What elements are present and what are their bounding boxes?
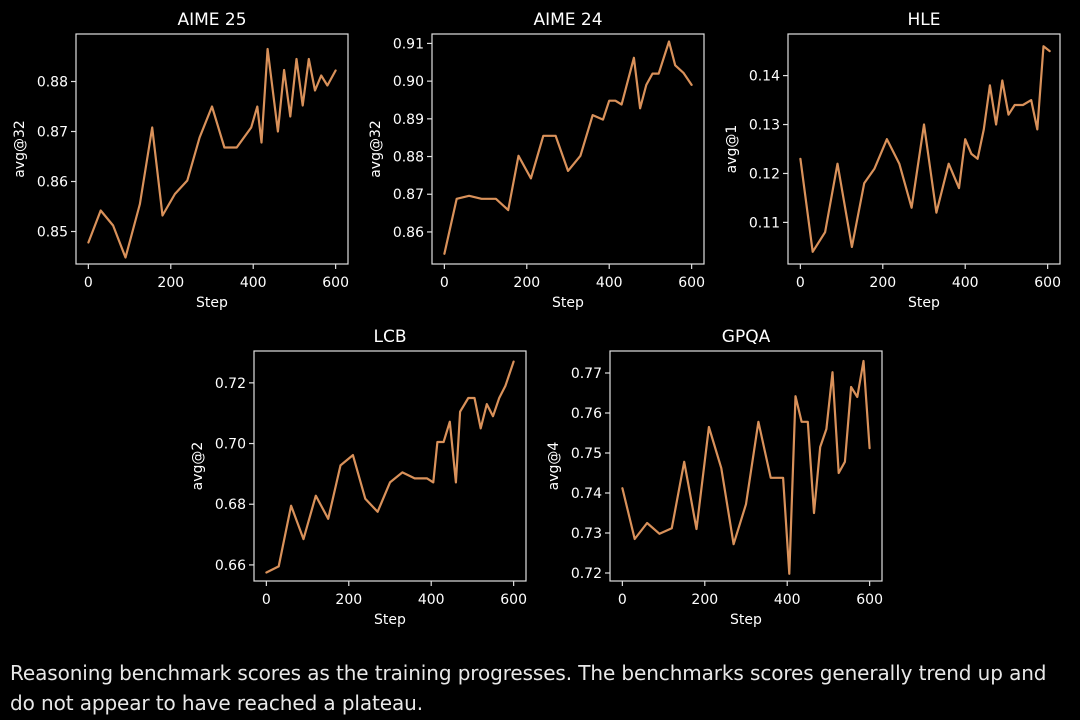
x-tick-label: 200 [335,592,362,608]
x-axis-label: Step [908,295,940,311]
y-tick-label: 0.73 [571,526,602,542]
y-axis-label: avg@32 [368,120,384,178]
x-tick-label: 600 [856,592,883,608]
x-tick-label: 200 [869,275,896,291]
x-tick-label: 400 [418,592,445,608]
chart-panel: GPQA 0 200 400 600 0.72 0.73 0.74 0.75 0.76 0.77 St… [546,327,883,628]
axes-frame [787,33,1061,265]
x-tick-label: 200 [513,275,540,291]
x-tick-label: 0 [618,592,627,608]
x-axis-label: Step [196,295,228,311]
y-tick-label: 0.12 [749,166,780,182]
y-tick-label: 0.88 [37,75,68,91]
y-axis-label: avg@2 [190,442,206,491]
benchmark-charts: AIME 25 0 200 400 600 0.85 0.86 0.87 0.88 Step avg… [12,10,1061,628]
y-tick-label: 0.89 [393,112,424,128]
y-tick-label: 0.14 [749,69,780,85]
x-tick-label: 0 [440,275,449,291]
series-line [621,359,871,575]
y-tick-label: 0.66 [215,558,246,574]
x-tick-label: 600 [322,275,349,291]
x-tick-label: 400 [240,275,267,291]
chart-title: LCB [373,327,406,347]
chart-title: AIME 24 [533,10,602,30]
x-axis-label: Step [552,295,584,311]
x-tick-label: 600 [1034,275,1061,291]
figure-caption: Reasoning benchmark scores as the traini… [10,661,1047,715]
chart-panel: AIME 24 0 200 400 600 0.86 0.87 0.88 0.89 0.90 0.9… [368,10,705,311]
y-tick-label: 0.13 [749,118,780,134]
y-tick-label: 0.85 [37,225,68,241]
chart-title: HLE [908,10,941,30]
y-tick-label: 0.68 [215,497,246,513]
x-axis-label: Step [730,612,762,628]
y-tick-label: 0.72 [215,376,246,392]
figure: AIME 25 0 200 400 600 0.85 0.86 0.87 0.88 Step avg… [12,10,1061,628]
x-tick-label: 0 [796,275,805,291]
series-line [265,360,515,574]
series-line [443,40,693,255]
y-tick-label: 0.86 [393,225,424,241]
y-tick-label: 0.11 [749,215,780,231]
axes-frame [609,350,883,582]
y-tick-label: 0.74 [571,486,602,502]
chart-panel: LCB 0 200 400 600 0.66 0.68 0.70 0.72 Step avg@2 [190,327,527,628]
x-tick-label: 400 [596,275,623,291]
x-tick-label: 200 [691,592,718,608]
axes-frame [253,350,527,582]
chart-panel: AIME 25 0 200 400 600 0.85 0.86 0.87 0.88 Step avg… [12,10,349,311]
series-line [799,45,1051,253]
y-tick-label: 0.77 [571,366,602,382]
x-tick-label: 600 [678,275,705,291]
x-tick-label: 400 [774,592,801,608]
chart-title: GPQA [722,327,771,347]
axes-frame [75,33,349,265]
x-tick-label: 0 [84,275,93,291]
x-tick-label: 600 [500,592,527,608]
y-axis-label: avg@1 [724,125,740,174]
chart-panel: HLE 0 200 400 600 0.11 0.12 0.13 0.14 Step avg@1 [724,10,1061,311]
chart-title: AIME 25 [177,10,246,30]
y-tick-label: 0.88 [393,150,424,166]
x-axis-label: Step [374,612,406,628]
y-tick-label: 0.91 [393,36,424,52]
x-tick-label: 400 [952,275,979,291]
series-line [87,47,337,259]
axes-frame [431,33,705,265]
y-tick-label: 0.86 [37,175,68,191]
y-tick-label: 0.76 [571,406,602,422]
y-tick-label: 0.72 [571,566,602,582]
y-tick-label: 0.87 [393,187,424,203]
y-axis-label: avg@32 [12,120,28,178]
x-tick-label: 0 [262,592,271,608]
y-tick-label: 0.87 [37,125,68,141]
y-axis-label: avg@4 [546,442,562,491]
x-tick-label: 200 [157,275,184,291]
y-tick-label: 0.75 [571,446,602,462]
y-tick-label: 0.70 [215,437,246,453]
y-tick-label: 0.90 [393,74,424,90]
